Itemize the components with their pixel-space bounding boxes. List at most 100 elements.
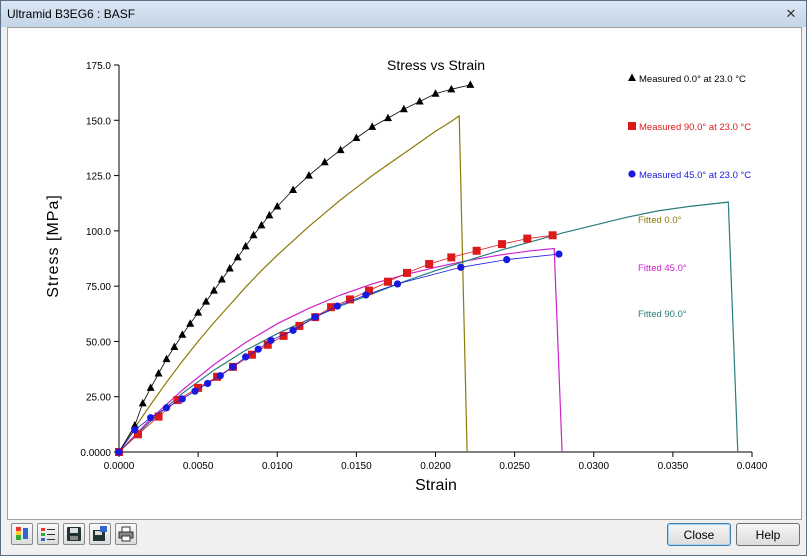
help-button[interactable]: Help bbox=[736, 523, 800, 546]
data-point-triangle bbox=[225, 263, 234, 272]
options-button[interactable] bbox=[37, 523, 59, 545]
y-tick-label: 25.00 bbox=[86, 393, 111, 404]
data-point-triangle bbox=[194, 308, 203, 316]
data-point-square bbox=[384, 277, 393, 286]
x-tick-label: 0.0150 bbox=[341, 461, 372, 472]
y-tick-label: 50.00 bbox=[86, 337, 111, 348]
data-point-square bbox=[279, 331, 288, 340]
data-point-square bbox=[472, 246, 481, 255]
data-point-triangle bbox=[178, 330, 187, 338]
data-point-square bbox=[194, 383, 203, 392]
data-point-triangle bbox=[233, 252, 242, 261]
data-point-triangle bbox=[170, 342, 179, 350]
data-point-circle bbox=[147, 414, 155, 422]
data-point-square bbox=[346, 295, 355, 304]
x-tick-label: 0.0400 bbox=[737, 461, 768, 472]
data-point-square bbox=[523, 234, 532, 243]
chart-title: Stress vs Strain bbox=[387, 57, 485, 73]
stress-strain-chart: 0.0000 0.0050 0.0100 0.0150 0.0200 0.0250 0.03… bbox=[45, 57, 768, 494]
data-point-circle bbox=[115, 448, 123, 456]
data-point-triangle bbox=[249, 230, 258, 239]
data-point-triangle bbox=[320, 157, 329, 166]
data-point-square bbox=[247, 350, 256, 359]
save-icon bbox=[67, 527, 81, 541]
data-point-circle bbox=[289, 326, 297, 334]
data-point-circle bbox=[503, 256, 511, 264]
y-tick-label: 100.0 bbox=[86, 227, 111, 238]
legend-label-fitted-0: Fitted 0.0° bbox=[638, 215, 682, 226]
x-tick-label: 0.0200 bbox=[420, 461, 451, 472]
data-point-circle bbox=[393, 280, 402, 288]
data-point-circle bbox=[362, 291, 370, 299]
legend-label-fitted-2: Fitted 90.0° bbox=[638, 309, 687, 320]
data-point-square bbox=[327, 303, 336, 312]
data-point-circle bbox=[267, 336, 275, 344]
data-point-square bbox=[295, 321, 304, 330]
data-point-square bbox=[497, 240, 506, 249]
y-tick-label: 150.0 bbox=[86, 116, 111, 127]
data-point-circle bbox=[131, 426, 139, 434]
data-point-circle bbox=[216, 372, 224, 380]
y-tick-label: 0.0000 bbox=[80, 448, 111, 459]
data-point-circle bbox=[254, 345, 262, 353]
x-tick-label: 0.0000 bbox=[104, 461, 135, 472]
legend-marker-0 bbox=[628, 73, 636, 81]
x-tick-label: 0.0100 bbox=[262, 461, 293, 472]
legend-label-measured-0: Measured 0.0° at 23.0 °C bbox=[639, 74, 746, 85]
bottom-toolbar: Close Help bbox=[7, 521, 800, 551]
save-as-button[interactable] bbox=[89, 523, 111, 545]
x-axis-label: Strain bbox=[415, 477, 457, 494]
data-point-circle bbox=[311, 313, 319, 321]
data-point-triangle bbox=[241, 241, 250, 250]
data-point-triangle bbox=[257, 220, 266, 229]
y-tick-label: 125.0 bbox=[86, 172, 111, 183]
y-tick-label: 175.0 bbox=[86, 61, 111, 72]
x-tick-label: 0.0250 bbox=[499, 461, 530, 472]
data-point-triangle bbox=[146, 383, 155, 391]
data-point-triangle bbox=[289, 185, 298, 193]
list-options-icon bbox=[41, 528, 55, 541]
data-point-square bbox=[173, 396, 182, 405]
legend-marker-1 bbox=[628, 122, 636, 130]
data-point-circle bbox=[191, 387, 199, 395]
fitted-curve-0 bbox=[118, 114, 468, 453]
data-point-square bbox=[133, 430, 142, 439]
print-icon bbox=[118, 526, 134, 542]
data-point-triangle bbox=[336, 145, 345, 154]
data-point-triangle bbox=[384, 113, 393, 122]
data-point-triangle bbox=[162, 354, 171, 363]
data-point-square bbox=[263, 340, 272, 349]
data-point-triangle bbox=[431, 89, 440, 97]
data-point-triangle bbox=[466, 80, 475, 88]
data-point-triangle bbox=[265, 210, 274, 219]
data-point-triangle bbox=[447, 84, 456, 93]
data-point-square bbox=[403, 268, 412, 277]
data-point-square bbox=[154, 412, 163, 421]
data-point-triangle bbox=[399, 104, 408, 113]
data-point-circle bbox=[178, 395, 186, 403]
data-point-circle bbox=[162, 404, 171, 412]
save-button[interactable] bbox=[63, 523, 85, 545]
data-point-triangle bbox=[368, 122, 377, 130]
legend: Measured 0.0° at 23.0 °C Measured 90.0° a… bbox=[628, 73, 751, 320]
data-point-triangle bbox=[304, 171, 313, 179]
color-scale-button[interactable] bbox=[11, 523, 33, 545]
x-tick-label: 0.0300 bbox=[578, 461, 609, 472]
data-point-triangle bbox=[154, 368, 163, 377]
color-scale-icon bbox=[16, 527, 28, 540]
data-point-triangle bbox=[186, 319, 195, 327]
window-title: Ultramid B3EG6 : BASF bbox=[7, 7, 136, 21]
print-button[interactable] bbox=[115, 523, 137, 545]
data-point-circle bbox=[242, 353, 250, 361]
fitted-curves bbox=[118, 114, 739, 453]
close-button[interactable]: Close bbox=[667, 523, 731, 546]
data-point-triangle bbox=[130, 420, 139, 429]
measured-line-2 bbox=[118, 253, 559, 453]
data-point-triangle bbox=[415, 96, 424, 105]
close-window-icon[interactable]: ✕ bbox=[785, 6, 797, 21]
legend-marker-2 bbox=[628, 170, 636, 178]
data-point-square bbox=[365, 286, 374, 295]
axes: 0.0000 0.0050 0.0100 0.0150 0.0200 0.0250 0.03… bbox=[80, 61, 767, 472]
legend-label-measured-1: Measured 90.0° at 23.0 °C bbox=[639, 122, 751, 133]
